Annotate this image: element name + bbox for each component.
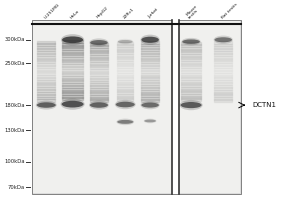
Ellipse shape xyxy=(140,35,160,45)
Ellipse shape xyxy=(36,101,57,110)
Ellipse shape xyxy=(118,40,133,43)
Ellipse shape xyxy=(117,120,133,124)
Ellipse shape xyxy=(116,119,134,125)
Text: Jurkat: Jurkat xyxy=(147,8,159,19)
Text: 300kDa: 300kDa xyxy=(4,37,25,42)
Ellipse shape xyxy=(61,34,84,45)
Ellipse shape xyxy=(179,100,203,110)
Ellipse shape xyxy=(116,102,135,107)
Ellipse shape xyxy=(141,103,159,108)
Ellipse shape xyxy=(144,119,157,123)
Text: 70kDa: 70kDa xyxy=(8,185,25,190)
Bar xyxy=(32,20,241,194)
Text: 100kDa: 100kDa xyxy=(4,159,25,164)
Ellipse shape xyxy=(182,39,200,44)
Ellipse shape xyxy=(144,120,156,122)
Bar xyxy=(172,20,179,194)
Ellipse shape xyxy=(37,102,56,108)
Ellipse shape xyxy=(214,36,233,44)
Text: 130kDa: 130kDa xyxy=(4,128,25,133)
Ellipse shape xyxy=(181,102,202,108)
Ellipse shape xyxy=(117,39,133,44)
Ellipse shape xyxy=(62,36,83,43)
Text: 250kDa: 250kDa xyxy=(4,61,25,66)
Text: Rat testis: Rat testis xyxy=(220,2,238,19)
Ellipse shape xyxy=(182,38,201,45)
Ellipse shape xyxy=(89,101,109,110)
Text: HepG2: HepG2 xyxy=(96,6,110,19)
Ellipse shape xyxy=(89,38,109,47)
Ellipse shape xyxy=(141,37,159,43)
Text: Mouse
testis: Mouse testis xyxy=(185,4,201,19)
Ellipse shape xyxy=(90,102,108,108)
Ellipse shape xyxy=(90,40,108,45)
Text: HeLa: HeLa xyxy=(70,9,80,19)
Text: 22Rv1: 22Rv1 xyxy=(122,7,135,19)
Text: DCTN1: DCTN1 xyxy=(253,102,277,108)
Ellipse shape xyxy=(115,100,136,109)
Bar xyxy=(32,21,240,193)
Ellipse shape xyxy=(214,37,232,42)
Ellipse shape xyxy=(61,99,85,110)
Text: U-251MG: U-251MG xyxy=(44,2,61,19)
Ellipse shape xyxy=(140,101,160,109)
Ellipse shape xyxy=(61,101,84,108)
Text: 180kDa: 180kDa xyxy=(4,103,25,108)
